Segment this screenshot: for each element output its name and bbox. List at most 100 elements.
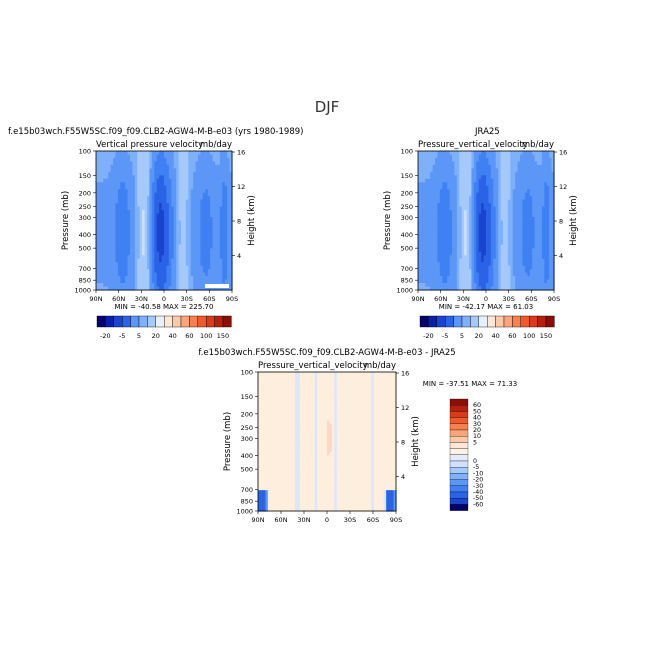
right-heatmap-cell bbox=[537, 199, 541, 204]
left-heatmap-cell bbox=[117, 269, 121, 274]
right-heatmap-cell bbox=[498, 234, 502, 239]
diff-heatmap-cell bbox=[334, 375, 338, 380]
right-heatmap-cell bbox=[437, 276, 441, 281]
left-heatmap-cell bbox=[154, 206, 158, 211]
left-heatmap-cell bbox=[205, 223, 209, 229]
left-heatmap-cell bbox=[127, 164, 131, 169]
right-heatmap-cell bbox=[520, 223, 524, 229]
diff-heatmap-cell bbox=[299, 382, 303, 387]
left-heatmap-cell bbox=[210, 178, 214, 183]
right-heatmap-cell bbox=[476, 192, 480, 197]
right-heatmap-cell bbox=[529, 244, 533, 249]
right-heatmap-cell bbox=[498, 279, 502, 284]
right-heatmap-cell bbox=[442, 269, 446, 274]
diff-heatmap-cell bbox=[304, 372, 308, 377]
right-heatmap-cell bbox=[464, 286, 468, 291]
right-heatmap-cell bbox=[447, 272, 451, 277]
right-heatmap-cell bbox=[447, 262, 451, 267]
right-heatmap-cell bbox=[471, 230, 475, 235]
left-heatmap-cell bbox=[110, 237, 114, 242]
left-heatmap-cell bbox=[176, 182, 180, 187]
diff-heatmap-cell bbox=[275, 385, 279, 390]
left-heatmap-cell bbox=[120, 196, 124, 201]
diff-heatmap-cell bbox=[290, 389, 294, 394]
left-heatmap-cell bbox=[188, 283, 192, 288]
left-heatmap-cell bbox=[176, 251, 180, 256]
left-heatmap-cell bbox=[181, 175, 185, 180]
left-heatmap-cell bbox=[178, 269, 182, 274]
left-heatmap-cell bbox=[98, 258, 102, 263]
right-heatmap-cell bbox=[534, 237, 538, 242]
left-heatmap-cell bbox=[227, 164, 231, 169]
right-heatmap-cell bbox=[427, 164, 431, 169]
right-heatmap-cell bbox=[466, 203, 470, 208]
right-heatmap-cell bbox=[520, 255, 524, 260]
left-heatmap-cell bbox=[217, 182, 221, 187]
right-heatmap-cell bbox=[471, 185, 475, 190]
left-heatmap-cell bbox=[166, 251, 170, 256]
diff-heatmap-cell bbox=[287, 382, 291, 387]
right-heatmap-cell bbox=[541, 269, 545, 274]
diff-heatmap-cell bbox=[262, 372, 266, 377]
left-heatmap-cell bbox=[183, 161, 187, 166]
diff-heatmap-cell bbox=[386, 382, 390, 387]
right-heatmap-cell bbox=[422, 182, 426, 187]
right-heatmap-cell bbox=[449, 192, 453, 197]
left-heatmap-cell bbox=[103, 161, 107, 166]
right-heatmap-cell bbox=[439, 171, 443, 176]
right-heatmap-cell bbox=[503, 223, 507, 229]
right-heatmap-cell bbox=[546, 220, 550, 225]
left-heatmap-cell bbox=[202, 220, 206, 225]
left-heatmap-cell bbox=[229, 283, 233, 288]
diff-heatmap-cell bbox=[391, 389, 395, 394]
left-heatmap-cell bbox=[193, 272, 197, 277]
right-x-tick-label: 30S bbox=[502, 295, 514, 303]
left-heatmap-cell bbox=[224, 210, 228, 215]
right-heatmap-cell bbox=[549, 272, 553, 277]
diff-heatmap-cell bbox=[354, 392, 358, 397]
left-heatmap-cell bbox=[144, 244, 148, 249]
right-heatmap-cell bbox=[444, 168, 448, 173]
right-heatmap-cell bbox=[490, 178, 494, 183]
right-heatmap-cell bbox=[539, 230, 543, 235]
right-heatmap-cell bbox=[447, 255, 451, 260]
left-heatmap-cell bbox=[149, 265, 153, 270]
diff-heatmap-cell bbox=[267, 375, 271, 380]
left-heatmap-cell bbox=[113, 151, 117, 156]
right-heatmap-cell bbox=[517, 182, 521, 187]
right-heatmap-cell bbox=[486, 269, 490, 274]
right-heatmap-cell bbox=[481, 223, 485, 229]
right-heatmap-cell bbox=[476, 185, 480, 190]
right-heatmap-cell bbox=[515, 265, 519, 270]
right-y2-tick-label: 4 bbox=[559, 252, 563, 260]
right-heatmap-cell bbox=[478, 154, 482, 159]
right-heatmap-cell bbox=[498, 265, 502, 270]
left-heatmap-cell bbox=[151, 213, 155, 218]
right-heatmap-cell bbox=[539, 269, 543, 274]
left-heatmap-cell bbox=[100, 182, 104, 187]
right-heatmap-cell bbox=[483, 151, 487, 156]
right-heatmap-cell bbox=[432, 255, 436, 260]
left-heatmap-cell bbox=[156, 213, 160, 218]
right-heatmap-cell bbox=[449, 272, 453, 277]
right-heatmap-cell bbox=[527, 182, 531, 187]
right-heatmap-cell bbox=[437, 251, 441, 256]
diff-heatmap-cell bbox=[368, 389, 372, 394]
left-heatmap-cell bbox=[176, 189, 180, 194]
right-heatmap-cell bbox=[469, 210, 473, 215]
right-heatmap-cell bbox=[422, 168, 426, 173]
left-heatmap-cell bbox=[188, 203, 192, 208]
left-heatmap-cell bbox=[149, 251, 153, 256]
left-heatmap-cell bbox=[149, 244, 153, 249]
left-heatmap-cell bbox=[110, 276, 114, 281]
left-heatmap-cell bbox=[154, 283, 158, 288]
right-heatmap-cell bbox=[544, 272, 548, 277]
right-heatmap-cell bbox=[447, 248, 451, 253]
right-heatmap-cell bbox=[454, 210, 458, 215]
right-heatmap-cell bbox=[442, 178, 446, 183]
right-heatmap-cell bbox=[551, 258, 555, 263]
left-heatmap-cell bbox=[149, 276, 153, 281]
diff-heatmap-cell bbox=[354, 378, 358, 384]
diff-heatmap-cell bbox=[304, 378, 308, 384]
right-heatmap-cell bbox=[452, 262, 456, 267]
